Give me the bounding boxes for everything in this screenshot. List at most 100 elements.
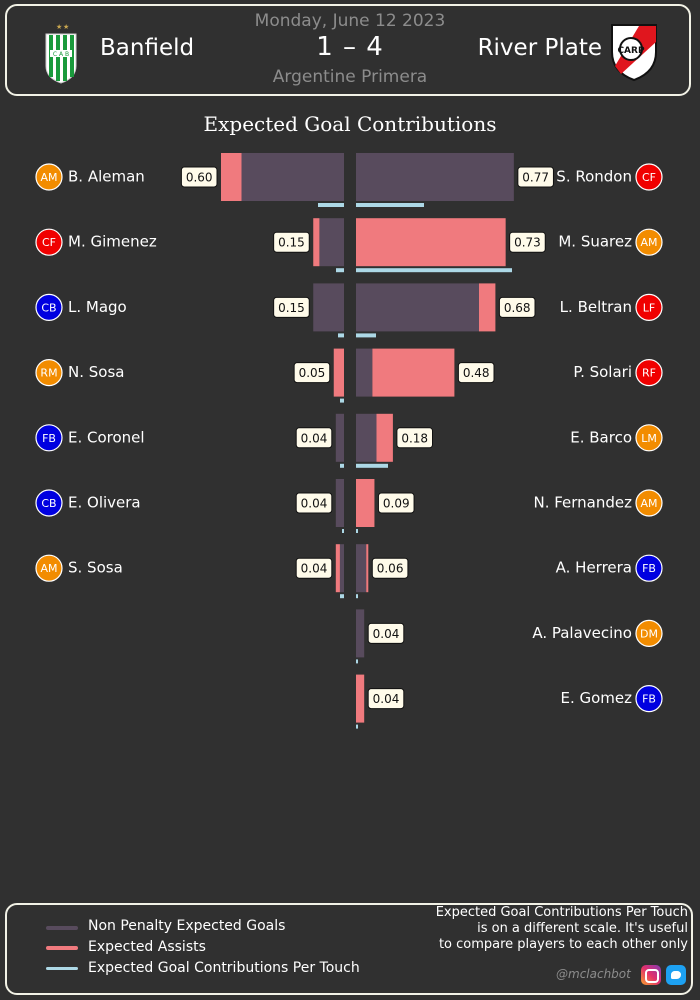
away-xa-bar bbox=[356, 218, 506, 267]
away-position-badge bbox=[635, 228, 663, 256]
match-date: Monday, June 12 2023 bbox=[254, 11, 446, 31]
home-value-label-box bbox=[295, 492, 333, 514]
home-position-label: CF bbox=[42, 236, 56, 249]
home-value-label-box bbox=[293, 362, 331, 384]
home-xa-bar bbox=[335, 544, 340, 593]
home-xa-bar bbox=[313, 218, 320, 267]
away-value-label-box bbox=[498, 296, 536, 318]
home-position-badge bbox=[35, 228, 63, 256]
away-per-touch-bar bbox=[356, 463, 388, 468]
away-xa-bar bbox=[479, 283, 496, 332]
away-per-touch-bar bbox=[356, 529, 358, 533]
away-position-badge bbox=[635, 293, 663, 321]
legend-swatch-xa bbox=[46, 946, 78, 950]
home-per-touch-bar bbox=[340, 594, 344, 599]
scale-note-line: Expected Goal Contributions Per Touch bbox=[435, 905, 688, 920]
scale-note-line: is on a different scale. It's useful bbox=[477, 921, 688, 936]
home-value-label: 0.04 bbox=[301, 497, 328, 511]
home-player-name: B. Aleman bbox=[68, 168, 145, 186]
away-position-label: LM bbox=[641, 432, 657, 445]
home-team-name: Banfield bbox=[100, 35, 195, 61]
scale-note: Expected Goal Contributions Per Touch is… bbox=[368, 905, 688, 953]
away-npxg-bar bbox=[356, 348, 373, 397]
home-position-label: FB bbox=[42, 432, 56, 445]
away-value-label-box bbox=[396, 427, 433, 449]
away-npxg-bar bbox=[356, 544, 367, 593]
home-xa-bar bbox=[333, 348, 344, 397]
home-npxg-bar bbox=[319, 218, 344, 267]
home-position-badge bbox=[35, 163, 63, 191]
away-player-name: E. Gomez bbox=[560, 689, 632, 707]
home-position-label: CB bbox=[41, 301, 56, 314]
contributions-chart: 0.60 AM B. Aleman 0.15 CF M. Gimenez 0.15 CB L. … bbox=[35, 153, 663, 729]
svg-text:★: ★ bbox=[56, 23, 62, 31]
home-value-label: 0.15 bbox=[278, 236, 305, 250]
home-per-touch-bar bbox=[318, 203, 344, 207]
away-value-label: 0.68 bbox=[504, 301, 531, 315]
away-xa-bar bbox=[356, 674, 365, 723]
away-player-name: E. Barco bbox=[570, 428, 632, 446]
chart-title: Expected Goal Contributions bbox=[203, 112, 497, 136]
legend-label-xa: Expected Assists bbox=[88, 939, 206, 955]
away-value-label-box bbox=[509, 231, 546, 253]
away-value-label-box bbox=[457, 362, 495, 384]
home-player-name: S. Sosa bbox=[68, 559, 123, 577]
away-position-badge bbox=[635, 359, 663, 387]
away-position-label: AM bbox=[640, 497, 657, 510]
away-value-label-box bbox=[377, 492, 415, 514]
away-value-label-box bbox=[517, 166, 554, 188]
away-position-label: AM bbox=[640, 236, 657, 249]
scale-note-line: to compare players to each other only bbox=[438, 937, 688, 952]
home-npxg-bar bbox=[241, 153, 344, 201]
away-npxg-bar bbox=[356, 413, 377, 462]
away-team-name: River Plate bbox=[477, 35, 602, 61]
away-position-label: FB bbox=[642, 693, 656, 706]
away-player-name: P. Solari bbox=[573, 363, 632, 381]
home-position-badge bbox=[35, 424, 63, 452]
away-crest-icon: CARP bbox=[611, 24, 657, 82]
home-per-touch-bar bbox=[342, 529, 344, 533]
legend-label-npxg: Non Penalty Expected Goals bbox=[88, 918, 286, 934]
home-value-label: 0.60 bbox=[186, 171, 213, 185]
away-player-name: N. Fernandez bbox=[533, 494, 632, 512]
away-position-label: CF bbox=[642, 171, 656, 184]
away-xa-bar bbox=[366, 544, 369, 593]
twitter-icon[interactable] bbox=[666, 965, 686, 985]
home-player-name: L. Mago bbox=[68, 298, 127, 316]
away-position-badge bbox=[635, 163, 663, 191]
home-position-badge bbox=[35, 359, 63, 387]
away-per-touch-bar bbox=[356, 594, 358, 599]
home-value-label-box bbox=[180, 166, 218, 188]
home-npxg-bar bbox=[313, 283, 344, 332]
instagram-icon[interactable] bbox=[641, 965, 661, 985]
away-value-label: 0.73 bbox=[514, 236, 541, 250]
away-xa-bar bbox=[356, 479, 375, 527]
away-player-name: S. Rondon bbox=[556, 168, 632, 186]
home-npxg-bar bbox=[339, 544, 344, 593]
home-per-touch-bar bbox=[338, 333, 344, 338]
away-per-touch-bar bbox=[356, 724, 358, 729]
away-position-badge bbox=[635, 489, 663, 517]
away-position-badge bbox=[635, 554, 663, 582]
home-crest-icon: ★ ★ C A B bbox=[45, 23, 77, 84]
home-value-label: 0.15 bbox=[278, 301, 305, 315]
away-player-name: A. Palavecino bbox=[532, 624, 632, 642]
away-value-label: 0.09 bbox=[383, 497, 410, 511]
away-per-touch-bar bbox=[356, 333, 376, 338]
home-npxg-bar bbox=[335, 413, 344, 462]
away-per-touch-bar bbox=[356, 659, 358, 664]
away-value-label: 0.18 bbox=[401, 431, 428, 445]
home-per-touch-bar bbox=[340, 463, 344, 468]
away-position-label: FB bbox=[642, 562, 656, 575]
home-position-badge bbox=[35, 489, 63, 517]
home-value-label: 0.05 bbox=[299, 366, 326, 380]
home-player-name: E. Olivera bbox=[68, 494, 141, 512]
svg-text:★: ★ bbox=[63, 23, 69, 31]
home-value-label: 0.04 bbox=[301, 562, 328, 576]
home-value-label: 0.04 bbox=[301, 431, 328, 445]
away-value-label: 0.04 bbox=[373, 692, 400, 706]
home-value-label-box bbox=[273, 296, 310, 318]
home-value-label-box bbox=[295, 557, 333, 579]
away-npxg-bar bbox=[356, 153, 514, 201]
home-npxg-bar bbox=[335, 479, 344, 527]
